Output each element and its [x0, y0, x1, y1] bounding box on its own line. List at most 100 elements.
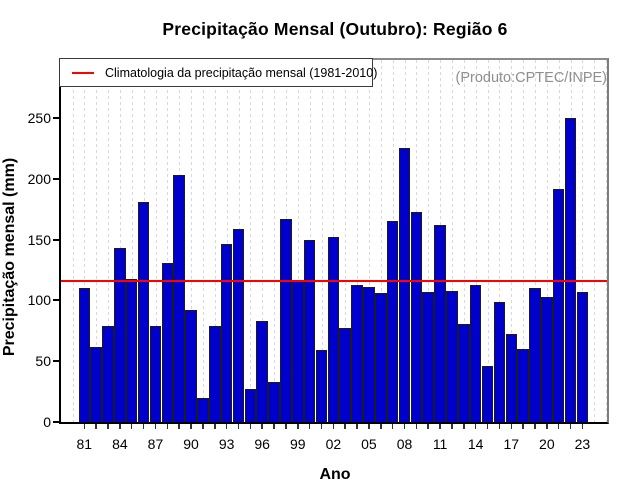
bar-21 [552, 189, 565, 422]
gridline [380, 60, 382, 422]
bar-03 [339, 328, 351, 422]
gridline [226, 60, 228, 422]
x-tick-18 [522, 424, 524, 429]
y-tick-50 [53, 360, 59, 363]
x-tick-96 [261, 424, 263, 429]
climatology-line-swatch [72, 71, 94, 74]
bar-93 [220, 244, 233, 422]
x-tick-82 [95, 424, 97, 429]
y-tick-label-50: 50 [35, 353, 51, 370]
bar-15 [481, 366, 494, 422]
gridline [214, 60, 216, 422]
x-tick-label-23: 23 [574, 436, 591, 452]
x-tick-81 [83, 424, 86, 429]
x-tick-21 [557, 424, 560, 429]
chart-title: Precipitação Mensal (Outubro): Região 6 [162, 19, 508, 39]
y-tick-label-100: 100 [27, 292, 51, 309]
bar-02 [327, 237, 340, 422]
bar-87 [149, 326, 162, 422]
bar-05 [363, 287, 375, 422]
bar-91 [197, 398, 209, 422]
x-tick-23 [581, 424, 584, 429]
x-tick-label-81: 81 [76, 436, 93, 452]
bar-06 [375, 293, 387, 422]
bar-09 [410, 212, 423, 422]
bar-11 [434, 225, 446, 422]
gridline [452, 60, 454, 422]
gridline [546, 60, 548, 422]
x-tick-94 [237, 424, 240, 429]
bar-86 [137, 202, 150, 422]
x-tick-label-99: 99 [289, 436, 306, 452]
x-tick-90 [190, 424, 192, 429]
x-tick-11 [439, 424, 441, 429]
x-tick-label-14: 14 [467, 436, 484, 452]
gridline [321, 60, 323, 422]
x-tick-86 [142, 424, 145, 429]
gridline [155, 60, 157, 422]
x-tick-95 [249, 424, 252, 429]
y-tick-200 [53, 177, 59, 180]
bar-92 [209, 326, 221, 422]
x-tick-label-90: 90 [183, 436, 199, 452]
x-tick-88 [166, 424, 169, 429]
x-tick-15 [486, 424, 489, 429]
x-tick-85 [130, 424, 133, 429]
x-tick-97 [273, 424, 275, 429]
producer-annotation: (Produto:CPTEC/INPE) [455, 70, 608, 86]
gridline [594, 60, 596, 422]
x-tick-04 [356, 424, 358, 429]
x-axis-title: Ano [319, 466, 351, 483]
x-tick-09 [415, 424, 418, 429]
bar-00 [303, 240, 316, 422]
gridline [606, 60, 608, 422]
y-tick-label-0: 0 [43, 414, 51, 430]
bar-23 [576, 292, 589, 422]
bar-10 [422, 292, 434, 422]
x-tick-12 [451, 424, 453, 429]
x-tick-13 [463, 424, 465, 429]
y-tick-250 [53, 117, 59, 119]
x-tick-label-96: 96 [254, 436, 270, 452]
bar-08 [398, 148, 411, 422]
gridline [119, 60, 121, 422]
bar-17 [505, 334, 517, 422]
x-tick-07 [391, 424, 394, 429]
x-tick-14 [474, 424, 477, 429]
x-tick-label-87: 87 [147, 436, 164, 452]
bar-14 [469, 285, 482, 422]
y-tick-label-200: 200 [27, 170, 51, 187]
gridline [250, 60, 252, 422]
gridline [72, 60, 74, 422]
x-tick-03 [344, 424, 346, 429]
bar-82 [90, 347, 102, 422]
gridline [535, 60, 537, 422]
bar-04 [351, 285, 363, 422]
gridline [262, 60, 264, 422]
x-tick-16 [498, 424, 501, 429]
gridline [297, 60, 299, 422]
climatology-line [61, 279, 607, 282]
gridline [499, 60, 501, 422]
y-tick-0 [53, 421, 59, 423]
x-tick-02 [332, 424, 335, 429]
y-axis-title: Precipitação mensal (mm) [1, 157, 18, 357]
x-tick-22 [569, 424, 572, 429]
y-tick-label-150: 150 [27, 231, 51, 248]
x-tick-19 [534, 424, 536, 429]
gridline [475, 60, 477, 422]
bar-96 [256, 321, 268, 422]
gridline [167, 60, 169, 422]
gridline [96, 60, 98, 422]
bar-16 [493, 302, 506, 422]
bar-22 [564, 118, 577, 422]
x-tick-label-08: 08 [396, 436, 413, 452]
bar-18 [517, 349, 529, 422]
legend-label: Climatologia da precipitação mensal (198… [105, 65, 378, 80]
gridline [202, 60, 204, 422]
bar-01 [315, 350, 328, 422]
gridline [84, 60, 86, 422]
x-tick-label-05: 05 [361, 436, 377, 452]
gridline [274, 60, 276, 422]
